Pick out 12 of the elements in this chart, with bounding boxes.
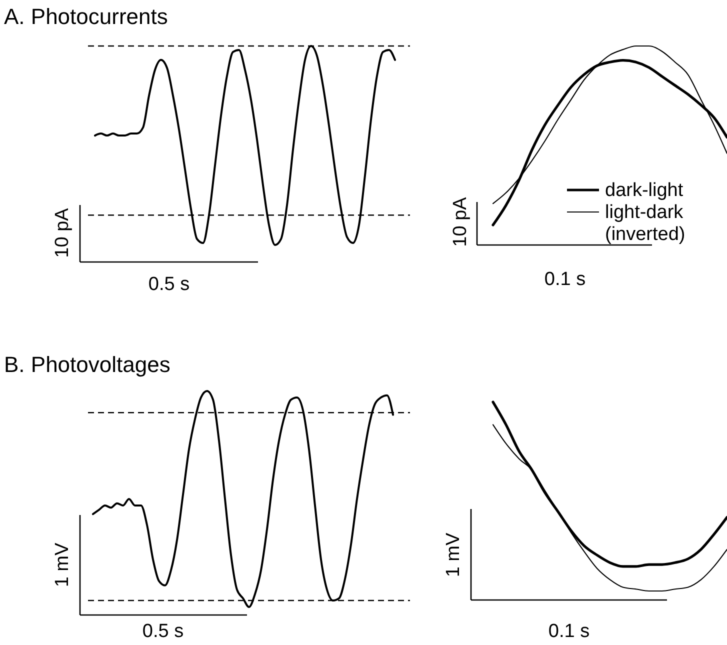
y-axis-title: 1 mV xyxy=(52,542,73,588)
chart-title: A. Photocurrents xyxy=(4,4,168,29)
x-axis-title: 0.1 s xyxy=(548,621,590,642)
y-axis-title: 10 pA xyxy=(450,196,471,247)
legend-label: light-dark (inverted) xyxy=(605,202,686,245)
x-axis-title: 0.1 s xyxy=(544,269,586,290)
chart-title: B. Photovoltages xyxy=(4,352,170,377)
y-axis-title: 1 mV xyxy=(443,532,464,578)
y-axis-title: 10 pA xyxy=(52,208,73,258)
legend-label: dark-light xyxy=(605,180,684,201)
x-axis-title: 0.5 s xyxy=(148,274,190,295)
x-axis-title: 0.5 s xyxy=(142,621,184,642)
